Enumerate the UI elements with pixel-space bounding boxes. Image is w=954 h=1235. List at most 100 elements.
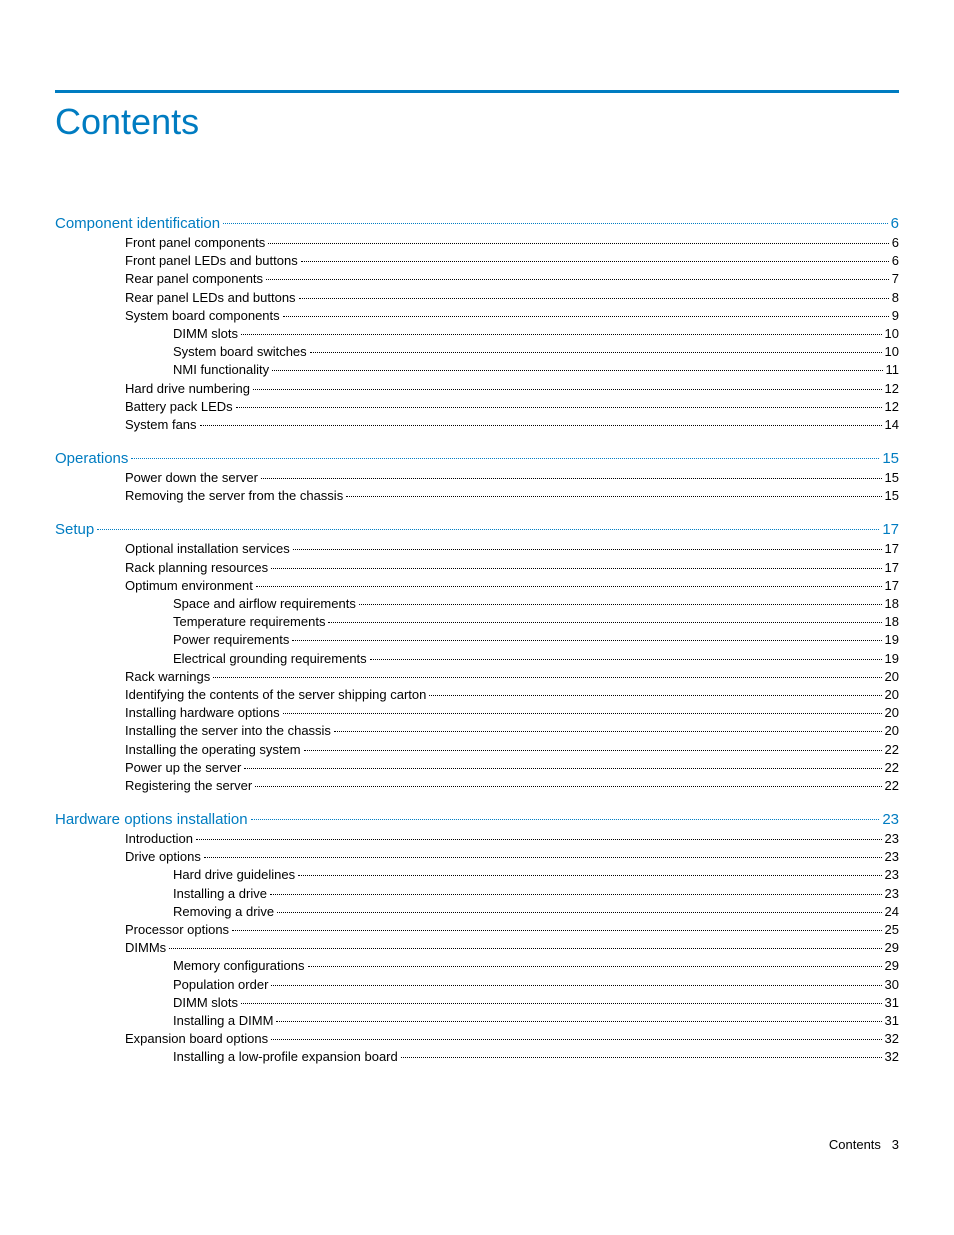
toc-entry[interactable]: Hard drive guidelines 23	[55, 866, 899, 884]
toc-leader-dots	[256, 586, 882, 587]
toc-entry-page: 22	[885, 777, 899, 795]
toc-entry[interactable]: Power down the server 15	[55, 469, 899, 487]
toc-entry-page: 32	[885, 1030, 899, 1048]
toc-leader-dots	[223, 223, 888, 224]
toc-entry-label: System board components	[125, 307, 280, 325]
toc-entry[interactable]: Front panel LEDs and buttons 6	[55, 252, 899, 270]
toc-entry[interactable]: Introduction 23	[55, 830, 899, 848]
toc-entry[interactable]: Rack warnings 20	[55, 668, 899, 686]
toc-entry-label: Installing the operating system	[125, 741, 301, 759]
toc-entry-label: Installing a DIMM	[173, 1012, 273, 1030]
toc-section-heading[interactable]: Setup 17	[55, 519, 899, 540]
toc-entry-label: Space and airflow requirements	[173, 595, 356, 613]
toc-entry-label: Processor options	[125, 921, 229, 939]
toc-entry-page: 22	[885, 741, 899, 759]
toc-entry-page: 20	[885, 722, 899, 740]
toc-entry[interactable]: Identifying the contents of the server s…	[55, 686, 899, 704]
toc-entry[interactable]: Electrical grounding requirements 19	[55, 650, 899, 668]
toc-entry[interactable]: Removing a drive 24	[55, 903, 899, 921]
toc-section-label: Component identification	[55, 213, 220, 234]
toc-entry[interactable]: DIMM slots 31	[55, 994, 899, 1012]
toc-entry[interactable]: Registering the server 22	[55, 777, 899, 795]
toc-section-heading[interactable]: Operations 15	[55, 448, 899, 469]
toc-entry[interactable]: Power requirements 19	[55, 631, 899, 649]
toc-leader-dots	[270, 894, 882, 895]
toc-section-label: Setup	[55, 519, 94, 540]
toc-leader-dots	[196, 839, 882, 840]
toc-entry-label: DIMMs	[125, 939, 166, 957]
toc-entry[interactable]: Power up the server 22	[55, 759, 899, 777]
toc-entry[interactable]: Optimum environment 17	[55, 577, 899, 595]
toc-entry-label: Front panel components	[125, 234, 265, 252]
toc-entry[interactable]: DIMMs 29	[55, 939, 899, 957]
toc-entry-label: Electrical grounding requirements	[173, 650, 367, 668]
toc-entry[interactable]: Drive options 23	[55, 848, 899, 866]
toc-entry[interactable]: Rear panel LEDs and buttons 8	[55, 289, 899, 307]
toc-entry[interactable]: Processor options 25	[55, 921, 899, 939]
toc-entry-page: 15	[885, 487, 899, 505]
toc-entry-label: Temperature requirements	[173, 613, 325, 631]
toc-leader-dots	[236, 407, 882, 408]
toc-entry[interactable]: Space and airflow requirements 18	[55, 595, 899, 613]
toc-entry-label: Memory configurations	[173, 957, 305, 975]
toc-leader-dots	[255, 786, 881, 787]
toc-entry-page: 14	[885, 416, 899, 434]
toc-entry[interactable]: Installing a drive 23	[55, 885, 899, 903]
toc-entry[interactable]: Installing a DIMM 31	[55, 1012, 899, 1030]
toc-entry[interactable]: Population order 30	[55, 976, 899, 994]
toc-entry-page: 6	[892, 252, 899, 270]
toc-leader-dots	[251, 819, 880, 820]
toc-entry-label: Power up the server	[125, 759, 241, 777]
toc-entry[interactable]: Installing hardware options 20	[55, 704, 899, 722]
toc-entry[interactable]: NMI functionality 11	[55, 361, 899, 379]
toc-entry-page: 23	[885, 830, 899, 848]
page-footer: Contents 3	[55, 1137, 899, 1152]
toc-entry[interactable]: Front panel components 6	[55, 234, 899, 252]
toc-entry[interactable]: System board components 9	[55, 307, 899, 325]
toc-entry-page: 25	[885, 921, 899, 939]
toc-entry-label: Installing the server into the chassis	[125, 722, 331, 740]
toc-entry[interactable]: Installing the server into the chassis 2…	[55, 722, 899, 740]
toc-leader-dots	[271, 1039, 881, 1040]
toc-entry[interactable]: System fans 14	[55, 416, 899, 434]
toc-leader-dots	[370, 659, 882, 660]
toc-leader-dots	[292, 640, 881, 641]
toc-leader-dots	[232, 930, 881, 931]
toc-entry[interactable]: Hard drive numbering 12	[55, 380, 899, 398]
toc-entry[interactable]: Rear panel components 7	[55, 270, 899, 288]
toc-leader-dots	[244, 768, 881, 769]
toc-entry-page: 10	[885, 325, 899, 343]
toc-entry[interactable]: Installing the operating system 22	[55, 741, 899, 759]
toc-leader-dots	[304, 750, 882, 751]
toc-entry[interactable]: System board switches 10	[55, 343, 899, 361]
toc-entry[interactable]: Rack planning resources 17	[55, 559, 899, 577]
toc-entry-label: System board switches	[173, 343, 307, 361]
toc-entry-label: Expansion board options	[125, 1030, 268, 1048]
toc-entry-label: Optimum environment	[125, 577, 253, 595]
toc-leader-dots	[310, 352, 882, 353]
toc-section-heading[interactable]: Hardware options installation 23	[55, 809, 899, 830]
toc-leader-dots	[346, 496, 881, 497]
toc-entry[interactable]: Installing a low-profile expansion board…	[55, 1048, 899, 1066]
toc-entry[interactable]: Removing the server from the chassis 15	[55, 487, 899, 505]
toc-leader-dots	[241, 334, 882, 335]
toc-entry-label: Rear panel LEDs and buttons	[125, 289, 296, 307]
toc-entry-label: Rack planning resources	[125, 559, 268, 577]
toc-entry-page: 17	[885, 540, 899, 558]
toc-entry-page: 12	[885, 398, 899, 416]
toc-entry[interactable]: Optional installation services 17	[55, 540, 899, 558]
toc-entry[interactable]: DIMM slots 10	[55, 325, 899, 343]
toc-entry-label: Removing a drive	[173, 903, 274, 921]
toc-entry[interactable]: Expansion board options 32	[55, 1030, 899, 1048]
toc-entry-label: Hard drive numbering	[125, 380, 250, 398]
toc-entry[interactable]: Memory configurations 29	[55, 957, 899, 975]
toc-entry[interactable]: Battery pack LEDs 12	[55, 398, 899, 416]
toc-section-heading[interactable]: Component identification 6	[55, 213, 899, 234]
toc-entry-page: 10	[885, 343, 899, 361]
toc-entry-page: 19	[885, 631, 899, 649]
top-rule	[55, 90, 899, 93]
toc-section-page: 23	[882, 809, 899, 830]
toc-entry-page: 17	[885, 559, 899, 577]
toc-entry-page: 32	[885, 1048, 899, 1066]
toc-entry[interactable]: Temperature requirements 18	[55, 613, 899, 631]
